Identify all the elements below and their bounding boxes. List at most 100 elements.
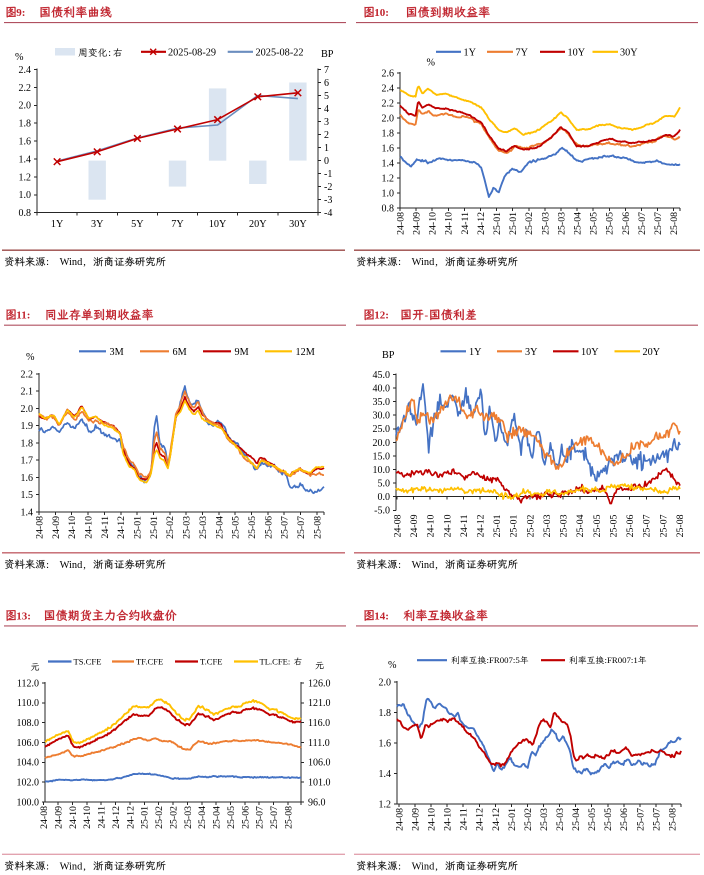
svg-text:-3: -3 bbox=[324, 195, 332, 206]
svg-text:25.0: 25.0 bbox=[373, 424, 391, 435]
svg-text:24-10: 24-10 bbox=[442, 514, 453, 537]
svg-text:7: 7 bbox=[324, 65, 329, 76]
svg-text:25-08: 25-08 bbox=[283, 806, 294, 829]
svg-text:24-10: 24-10 bbox=[426, 514, 437, 537]
svg-text:1.4: 1.4 bbox=[379, 769, 392, 780]
svg-text:25-07: 25-07 bbox=[653, 212, 664, 235]
svg-text:45.0: 45.0 bbox=[373, 370, 391, 381]
svg-text:25-06: 25-06 bbox=[619, 808, 630, 831]
svg-text:110.0: 110.0 bbox=[17, 698, 39, 709]
svg-text:20Y: 20Y bbox=[249, 219, 267, 230]
svg-text:25-07: 25-07 bbox=[637, 212, 648, 235]
svg-text:25-01: 25-01 bbox=[492, 212, 503, 235]
svg-text::: : bbox=[46, 257, 49, 268]
svg-text:1Y: 1Y bbox=[51, 219, 64, 230]
svg-text:1Y: 1Y bbox=[464, 48, 477, 59]
svg-text:2025-08-29: 2025-08-29 bbox=[168, 48, 216, 59]
svg-text:25-07: 25-07 bbox=[658, 514, 669, 537]
svg-text:25-03: 25-03 bbox=[182, 516, 193, 539]
svg-text:40.0: 40.0 bbox=[373, 384, 391, 395]
svg-text:TS.CFE: TS.CFE bbox=[74, 657, 102, 667]
svg-text:24-08: 24-08 bbox=[34, 516, 45, 539]
svg-text:TL.CFE:: TL.CFE: bbox=[260, 657, 291, 667]
svg-text:25-01: 25-01 bbox=[508, 212, 519, 235]
svg-text:25-02: 25-02 bbox=[523, 808, 534, 831]
svg-text:25-02: 25-02 bbox=[154, 806, 165, 829]
svg-text:BP: BP bbox=[382, 350, 395, 361]
svg-text:1.6: 1.6 bbox=[379, 738, 392, 749]
svg-text:1.0: 1.0 bbox=[19, 190, 32, 201]
svg-text:25-08: 25-08 bbox=[675, 514, 686, 537]
svg-text:2.0: 2.0 bbox=[379, 677, 392, 688]
svg-text:1.2: 1.2 bbox=[382, 173, 395, 184]
svg-text:1.6: 1.6 bbox=[382, 143, 395, 154]
svg-text:24-10: 24-10 bbox=[443, 808, 454, 831]
svg-text:BP: BP bbox=[321, 49, 334, 60]
svg-text:100.0: 100.0 bbox=[17, 797, 40, 808]
svg-text:TF.CFE: TF.CFE bbox=[136, 657, 163, 667]
svg-text:25-01: 25-01 bbox=[149, 516, 160, 539]
svg-text:25-03: 25-03 bbox=[542, 514, 553, 537]
svg-text:,: , bbox=[83, 257, 86, 268]
svg-text:24-12: 24-12 bbox=[125, 806, 136, 829]
svg-text:-2: -2 bbox=[324, 182, 332, 193]
svg-text:1.7: 1.7 bbox=[21, 456, 34, 467]
svg-text:10Y: 10Y bbox=[581, 347, 599, 358]
svg-text:7Y: 7Y bbox=[516, 48, 529, 59]
svg-text:25-04: 25-04 bbox=[573, 212, 584, 235]
svg-text:24-10: 24-10 bbox=[428, 212, 439, 235]
svg-text:25-05: 25-05 bbox=[603, 808, 614, 831]
svg-text:1Y: 1Y bbox=[469, 347, 482, 358]
svg-text:24-08: 24-08 bbox=[392, 514, 403, 537]
svg-text:25-03: 25-03 bbox=[556, 212, 567, 235]
svg-text:24-12: 24-12 bbox=[116, 516, 127, 539]
svg-text:24-09: 24-09 bbox=[51, 516, 62, 539]
svg-text:0: 0 bbox=[324, 156, 329, 167]
svg-text:25-03: 25-03 bbox=[539, 808, 550, 831]
svg-text:10Y: 10Y bbox=[209, 219, 227, 230]
svg-text:2.0: 2.0 bbox=[19, 101, 32, 112]
svg-text:126.0: 126.0 bbox=[308, 678, 331, 689]
svg-text:0.8: 0.8 bbox=[19, 208, 32, 219]
svg-text:-: - bbox=[425, 310, 429, 322]
svg-text:2.6: 2.6 bbox=[382, 68, 395, 79]
svg-text:25-03: 25-03 bbox=[555, 808, 566, 831]
svg-text:24-10: 24-10 bbox=[67, 516, 78, 539]
svg-text:6: 6 bbox=[324, 78, 329, 89]
svg-text:Wind: Wind bbox=[60, 560, 83, 571]
svg-text:25-01: 25-01 bbox=[133, 516, 144, 539]
svg-text:25-04: 25-04 bbox=[197, 806, 208, 829]
svg-text:2.0: 2.0 bbox=[21, 404, 34, 415]
svg-text:1.5: 1.5 bbox=[21, 490, 34, 501]
svg-text:,: , bbox=[435, 560, 438, 571]
svg-text:Wind: Wind bbox=[412, 257, 435, 268]
svg-text:24-12: 24-12 bbox=[475, 514, 486, 537]
svg-text:15.0: 15.0 bbox=[373, 451, 391, 462]
svg-text:30.0: 30.0 bbox=[373, 411, 391, 422]
svg-text:2.4: 2.4 bbox=[382, 83, 395, 94]
svg-text:24-12: 24-12 bbox=[111, 806, 122, 829]
svg-text:1: 1 bbox=[324, 143, 329, 154]
svg-text:2: 2 bbox=[324, 130, 329, 141]
svg-text:12M: 12M bbox=[296, 347, 315, 358]
svg-text:24-08: 24-08 bbox=[39, 806, 50, 829]
svg-text:-4: -4 bbox=[324, 208, 332, 219]
svg-text:25-08: 25-08 bbox=[667, 808, 678, 831]
svg-text:25-02: 25-02 bbox=[525, 514, 536, 537]
svg-text::: : bbox=[46, 861, 49, 872]
svg-text:30Y: 30Y bbox=[289, 219, 307, 230]
svg-text:1.6: 1.6 bbox=[21, 473, 34, 484]
svg-text:30Y: 30Y bbox=[620, 48, 638, 59]
svg-text:20Y: 20Y bbox=[643, 347, 661, 358]
svg-text:%: % bbox=[388, 660, 397, 671]
svg-text:3Y: 3Y bbox=[525, 347, 538, 358]
svg-text:-5.0: -5.0 bbox=[374, 506, 390, 517]
svg-text:24-11: 24-11 bbox=[460, 212, 471, 235]
svg-text:1.4: 1.4 bbox=[19, 154, 32, 165]
svg-text:25-06: 25-06 bbox=[621, 212, 632, 235]
svg-text:24-10: 24-10 bbox=[82, 806, 93, 829]
svg-text:Wind: Wind bbox=[412, 861, 435, 872]
svg-text:104.0: 104.0 bbox=[17, 758, 40, 769]
svg-text:1.8: 1.8 bbox=[19, 119, 32, 130]
svg-text:T.CFE: T.CFE bbox=[200, 657, 223, 667]
